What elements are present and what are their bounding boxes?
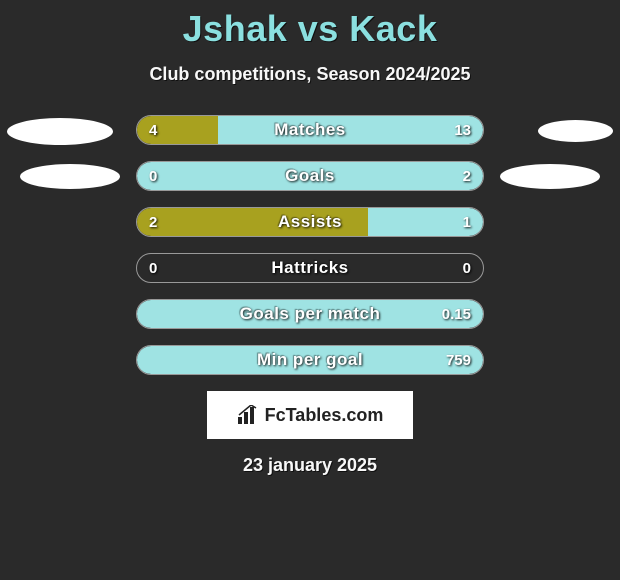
page-title: Jshak vs Kack	[0, 0, 620, 50]
subtitle: Club competitions, Season 2024/2025	[0, 64, 620, 85]
stat-label: Min per goal	[137, 346, 483, 374]
stat-bars: 413Matches 02Goals 21Assists 00Hattricks 0.1…	[136, 115, 484, 375]
player-left-badge-1	[7, 118, 113, 145]
stat-row: 21Assists	[136, 207, 484, 237]
brand-badge: FcTables.com	[207, 391, 413, 439]
stat-label: Assists	[137, 208, 483, 236]
player-left-badge-2	[20, 164, 120, 189]
stat-label: Goals	[137, 162, 483, 190]
stat-label: Hattricks	[137, 254, 483, 282]
brand-text: FcTables.com	[265, 405, 384, 426]
player-right-badge-2	[500, 164, 600, 189]
chart-icon	[237, 405, 259, 425]
stat-row: 0.15Goals per match	[136, 299, 484, 329]
player-right-badge-1	[538, 120, 613, 142]
stat-label: Matches	[137, 116, 483, 144]
stat-label: Goals per match	[137, 300, 483, 328]
stat-row: 413Matches	[136, 115, 484, 145]
stat-row: 759Min per goal	[136, 345, 484, 375]
stat-row: 00Hattricks	[136, 253, 484, 283]
stat-row: 02Goals	[136, 161, 484, 191]
comparison-chart: 413Matches 02Goals 21Assists 00Hattricks 0.1…	[0, 115, 620, 375]
date-label: 23 january 2025	[0, 455, 620, 476]
